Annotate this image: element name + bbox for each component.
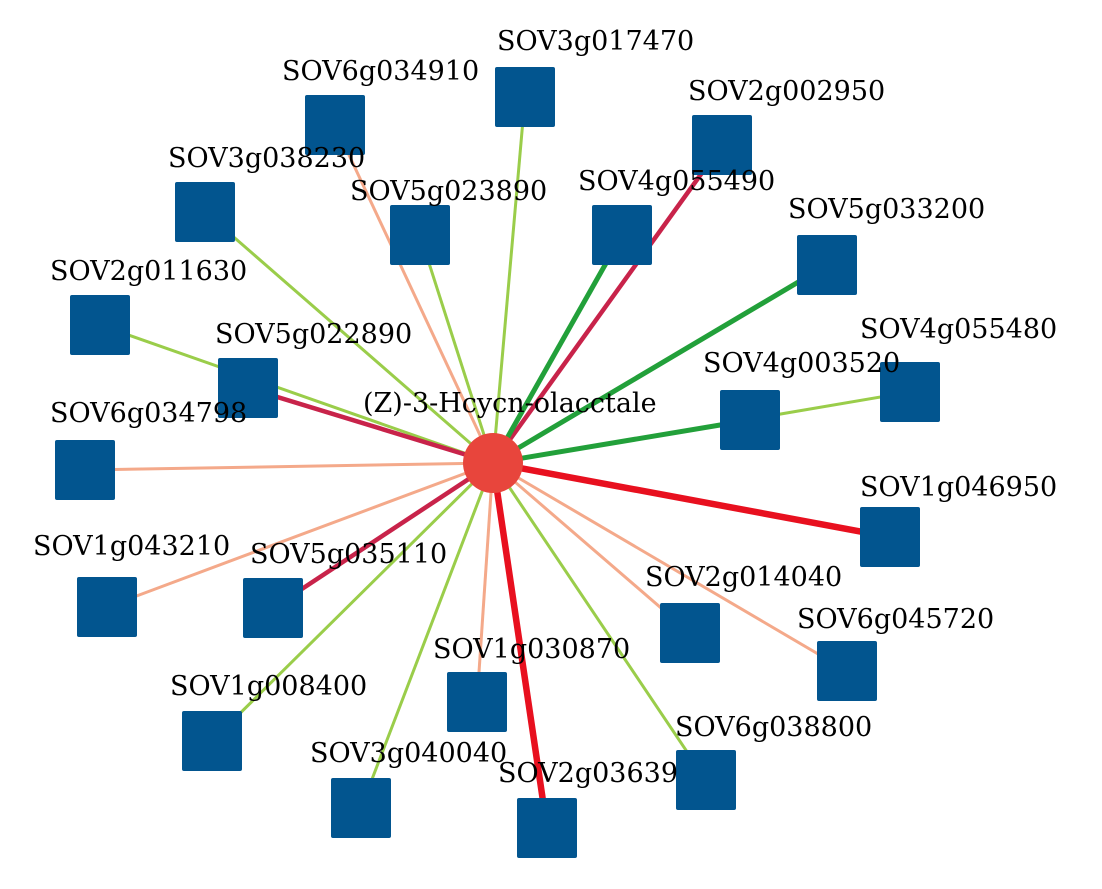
edge-SOV2g014040 <box>492 461 691 635</box>
edge-SOV4g055490 <box>490 233 625 465</box>
gene-label: SOV2g03639 <box>498 758 678 789</box>
gene-node-SOV6g045720 <box>817 641 877 701</box>
edge-SOV4g003520 <box>492 417 751 466</box>
gene-label: SOV1g046950 <box>860 472 1057 503</box>
gene-node-SOV4g003520 <box>720 390 780 450</box>
gene-label: SOV6g045720 <box>797 604 994 635</box>
gene-node-SOV5g033200 <box>797 235 857 295</box>
edge-SOV6g045720 <box>492 461 848 673</box>
gene-node-SOV1g030870 <box>447 672 507 732</box>
gene-label: SOV3g017470 <box>497 26 694 57</box>
edge-SOV1g030870 <box>475 462 495 703</box>
gene-node-SOV3g040040 <box>331 778 391 838</box>
gene-node-SOV3g038230 <box>175 182 235 242</box>
gene-label: SOV6g038800 <box>675 712 872 743</box>
edge-SOV3g040040 <box>359 462 495 809</box>
gene-label: SOV5g022890 <box>215 319 412 350</box>
gene-node-SOV6g034798 <box>55 440 115 500</box>
edge-SOV2g03639 <box>489 462 551 829</box>
edge-SOV2g011630 <box>99 323 494 465</box>
gene-label: SOV6g034910 <box>282 56 479 87</box>
gene-node-SOV2g014040 <box>660 603 720 663</box>
gene-label: SOV5g035110 <box>250 539 447 570</box>
gene-label: SOV3g038230 <box>168 143 365 174</box>
edge-SOV1g043210 <box>106 461 494 609</box>
gene-node-SOV3g017470 <box>495 67 555 127</box>
gene-label: SOV4g003520 <box>703 348 900 379</box>
edge-SOV5g023890 <box>418 234 495 464</box>
gene-label: SOV3g040040 <box>310 738 507 769</box>
gene-node-SOV4g055480 <box>880 362 940 422</box>
edge-SOV5g033200 <box>491 262 829 466</box>
gene-node-SOV5g022890 <box>218 358 278 418</box>
edges <box>84 96 911 829</box>
gene-label: SOV4g055480 <box>860 314 1057 345</box>
nodes <box>55 67 940 858</box>
edge-SOV3g038230 <box>204 210 494 465</box>
gene-node-SOV2g002950 <box>692 115 752 175</box>
gene-label: SOV6g034798 <box>50 398 247 429</box>
gene-label: SOV1g008400 <box>170 671 367 702</box>
gene-node-SOV1g046950 <box>860 507 920 567</box>
gene-node-SOV4g055490 <box>592 205 652 265</box>
gene-node-SOV2g03639 <box>517 798 577 858</box>
edge-SOV1g008400 <box>210 461 495 743</box>
center-compound-label: (Z)-3-Hcycn-olacctale <box>363 388 657 419</box>
gene-label: SOV5g033200 <box>788 194 985 225</box>
edge-SOV3g017470 <box>491 96 527 464</box>
gene-label: SOV1g043210 <box>33 531 230 562</box>
edge-SOV2g002950 <box>491 143 724 465</box>
gene-node-SOV1g043210 <box>77 577 137 637</box>
gene-label: SOV1g030870 <box>433 634 630 665</box>
gene-label: SOV2g014040 <box>645 562 842 593</box>
gene-node-SOV5g035110 <box>243 578 303 638</box>
gene-node-SOV6g034910 <box>305 95 365 155</box>
gene-label: SOV5g023890 <box>350 176 547 207</box>
labels: SOV3g017470 SOV6g034910 SOV2g002950 SOV3g03… <box>33 26 1057 789</box>
edge-SOV6g034798 <box>84 461 494 472</box>
gene-node-SOV1g008400 <box>182 711 242 771</box>
gene-node-SOV5g023890 <box>390 205 450 265</box>
gene-label: SOV4g055490 <box>578 166 775 197</box>
center-compound-node <box>463 433 523 493</box>
edge-SOV1g046950 <box>492 459 891 541</box>
edge-SOV6g038800 <box>491 462 708 781</box>
edge-SOV5g022890 <box>247 385 494 466</box>
edge-SOV5g035110 <box>271 461 495 610</box>
edge-SOV6g034910 <box>333 124 495 464</box>
gene-node-SOV6g038800 <box>676 750 736 810</box>
gene-label: SOV2g002950 <box>688 76 885 107</box>
gene-node-SOV2g011630 <box>70 295 130 355</box>
gene-label: SOV2g011630 <box>50 256 247 287</box>
